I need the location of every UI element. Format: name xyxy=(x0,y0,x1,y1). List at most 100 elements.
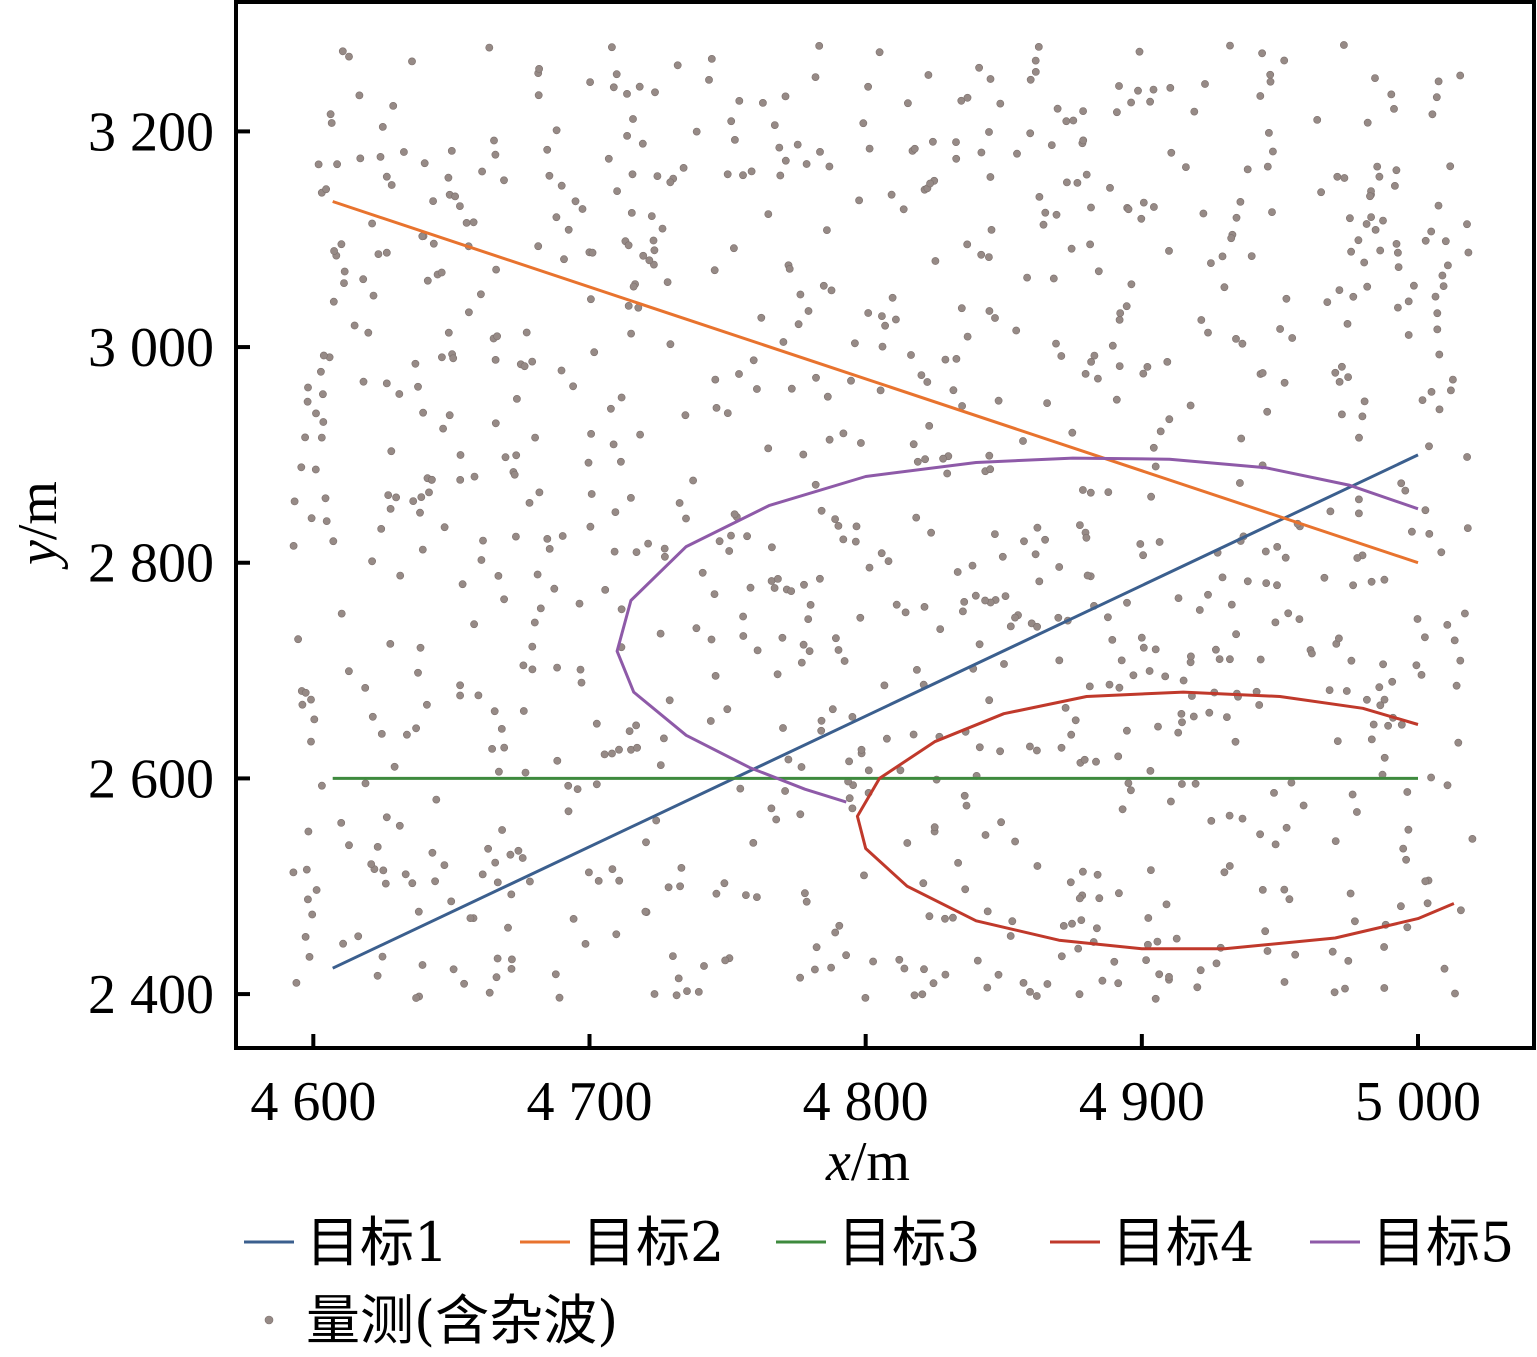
measurement-point xyxy=(359,275,368,284)
measurement-point xyxy=(317,433,326,442)
measurement-point xyxy=(1263,407,1272,416)
measurement-point xyxy=(1190,107,1199,116)
measurement-point xyxy=(571,197,580,206)
measurement-point xyxy=(1347,247,1355,256)
measurement-point xyxy=(1031,550,1040,559)
x-tick-label: 4 600 xyxy=(250,1071,376,1133)
measurement-point xyxy=(1223,713,1231,721)
measurement-point xyxy=(1035,192,1044,201)
measurement-point xyxy=(1054,613,1063,622)
measurement-point xyxy=(1147,866,1155,874)
measurement-point xyxy=(1434,201,1443,210)
measurement-point xyxy=(1444,261,1452,270)
measurement-point xyxy=(1139,198,1148,207)
measurement-point xyxy=(981,831,990,839)
measurement-point xyxy=(428,848,437,857)
measurement-point xyxy=(731,135,739,144)
measurement-point xyxy=(700,962,708,970)
measurement-point xyxy=(1032,992,1041,1000)
measurement-point xyxy=(952,154,961,163)
measurement-point xyxy=(1156,427,1165,436)
measurement-point xyxy=(949,386,958,395)
measurement-point xyxy=(412,724,420,733)
measurement-point xyxy=(584,458,593,467)
measurement-point xyxy=(1232,334,1240,343)
measurement-point xyxy=(338,47,347,56)
measurement-point xyxy=(390,762,399,771)
measurement-point xyxy=(920,603,929,611)
measurement-point xyxy=(775,143,784,152)
measurement-point xyxy=(1348,790,1357,799)
measurement-point xyxy=(710,590,719,598)
measurement-point xyxy=(1177,710,1186,718)
measurement-point xyxy=(1403,923,1412,932)
measurement-point xyxy=(865,144,874,153)
measurement-point xyxy=(923,378,932,386)
measurement-point xyxy=(1379,660,1387,669)
measurement-point xyxy=(764,444,773,453)
measurement-point xyxy=(804,615,813,623)
measurement-point xyxy=(387,447,396,456)
measurement-point xyxy=(1006,932,1015,940)
measurement-point xyxy=(856,613,865,622)
plot-frame xyxy=(234,0,1536,1050)
measurement-point xyxy=(1344,373,1352,381)
measurement-point xyxy=(1338,362,1346,371)
measurement-point xyxy=(1195,606,1204,614)
measurement-point xyxy=(1076,521,1084,529)
measurement-point xyxy=(864,309,873,317)
measurement-point xyxy=(1371,225,1380,234)
measurement-point xyxy=(612,930,621,939)
measurement-point xyxy=(1427,773,1435,782)
measurement-point xyxy=(1243,577,1252,586)
measurement-point xyxy=(1243,165,1252,174)
measurement-point xyxy=(1043,980,1052,988)
measurement-point xyxy=(564,807,573,816)
measurement-point xyxy=(1179,676,1188,685)
measurement-point xyxy=(991,530,999,538)
measurement-point xyxy=(781,156,790,165)
measurement-point xyxy=(632,548,641,556)
measurement-point xyxy=(1055,563,1064,571)
measurement-point xyxy=(485,988,494,997)
measurement-point xyxy=(361,684,370,692)
measurement-point xyxy=(779,724,787,732)
measurement-point xyxy=(569,915,578,923)
measurement-point xyxy=(476,290,485,299)
measurement-point xyxy=(401,870,410,879)
measurement-point xyxy=(1447,386,1455,395)
measurement-point xyxy=(1013,149,1021,158)
measurement-point xyxy=(712,403,721,412)
measurement-point xyxy=(449,354,458,363)
measurement-point xyxy=(804,307,813,315)
measurement-point xyxy=(1463,524,1472,532)
measurement-point xyxy=(883,734,891,743)
measurement-point xyxy=(1226,655,1234,664)
measurement-point xyxy=(1071,716,1080,725)
measurement-point xyxy=(399,148,408,156)
measurement-point xyxy=(493,332,501,341)
measurement-point xyxy=(887,190,896,199)
measurement-point xyxy=(1384,721,1392,730)
measurement-point xyxy=(382,172,391,181)
measurement-point xyxy=(1287,778,1296,787)
measurement-point xyxy=(698,568,707,577)
measurement-point xyxy=(715,537,724,546)
measurement-point xyxy=(1392,166,1401,175)
measurement-point xyxy=(1291,950,1300,959)
measurement-point xyxy=(545,545,554,553)
measurement-point xyxy=(658,224,667,233)
measurement-point xyxy=(796,290,805,299)
measurement-point xyxy=(869,957,877,966)
measurement-point xyxy=(901,608,910,617)
measurement-point xyxy=(1196,966,1205,975)
measurement-point xyxy=(664,883,673,892)
measurement-point xyxy=(1149,85,1158,94)
measurement-point xyxy=(1355,509,1363,518)
measurement-point xyxy=(1457,906,1465,915)
measurement-point xyxy=(333,160,341,169)
measurement-point xyxy=(1452,681,1461,690)
measurement-point xyxy=(412,994,420,1002)
measurement-point xyxy=(1127,786,1135,795)
measurement-point xyxy=(1397,479,1406,488)
